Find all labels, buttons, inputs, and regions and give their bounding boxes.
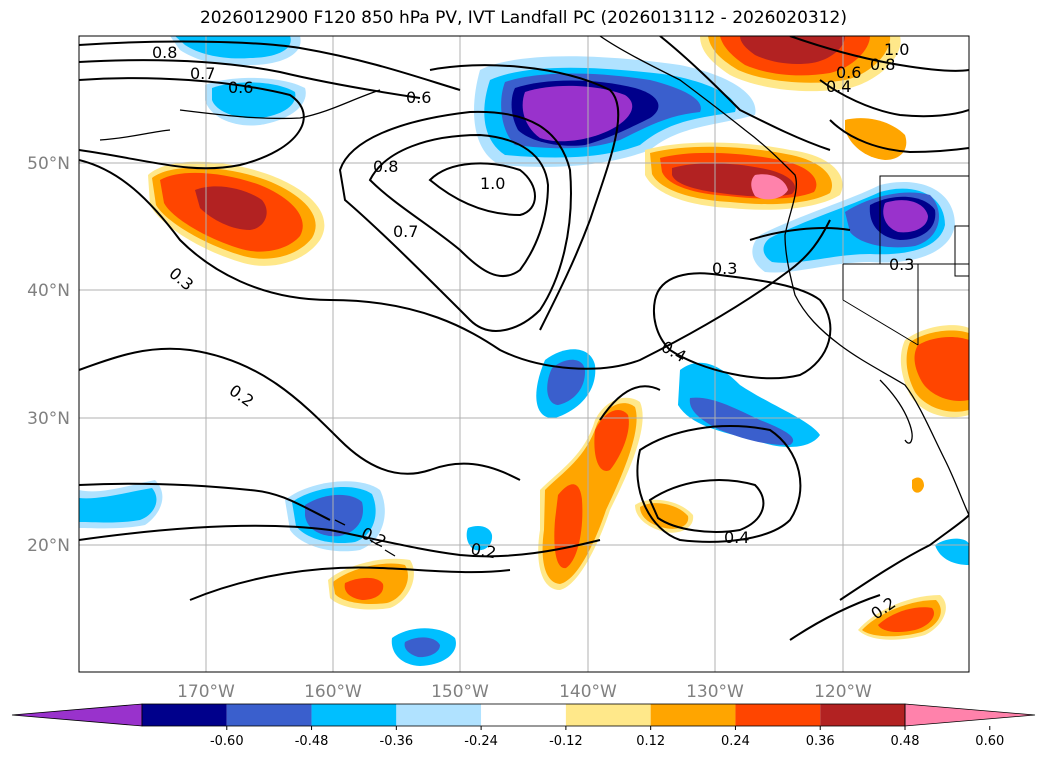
colorbar-segment — [481, 704, 566, 726]
colorbar-tick-label: -0.36 — [380, 734, 414, 749]
longitude-labels: 170°W 160°W 150°W 140°W 130°W 120°W — [177, 682, 872, 702]
colorbar-tick-label: 0.48 — [891, 734, 920, 749]
colorbar-segment — [565, 704, 651, 726]
map-title: 2026012900 F120 850 hPa PV, IVT Landfall… — [199, 8, 847, 28]
lat-label: 50°N — [27, 154, 70, 174]
colorbar-segment — [396, 704, 482, 726]
colorbar-segment — [820, 704, 905, 726]
contour-label: 0.2 — [469, 539, 497, 562]
lat-label: 30°N — [27, 409, 70, 429]
colorbar-segment — [226, 704, 312, 726]
lon-label: 140°W — [559, 682, 617, 702]
colorbar-segment — [311, 704, 397, 726]
contour-label: 0.6 — [228, 78, 253, 97]
colorbar-segment — [142, 704, 227, 726]
contour-label: 0.4 — [724, 528, 749, 547]
colorbar-outline — [141, 703, 906, 727]
contour-label: 0.8 — [870, 55, 895, 74]
contour-label: 0.6 — [406, 88, 431, 107]
colorbar-tick-label: -0.48 — [295, 734, 329, 749]
contour-label: 0.4 — [826, 77, 851, 96]
colorbar-tick-label: -0.24 — [464, 734, 498, 749]
contour-label: 0.8 — [152, 43, 177, 62]
contour-label: 0.3 — [889, 255, 914, 274]
graticule — [79, 36, 969, 672]
contour-label: 0.6 — [836, 63, 861, 82]
lon-label: 170°W — [177, 682, 235, 702]
contour-label: 1.0 — [480, 174, 505, 193]
colorbar-tick-label: -0.60 — [210, 734, 244, 749]
colorbar-extend-max — [904, 703, 1036, 727]
pv-contours — [79, 36, 969, 641]
coastlines — [99, 36, 969, 557]
lon-label: 150°W — [431, 682, 489, 702]
contour-label: 0.7 — [393, 222, 418, 241]
region-boxes — [842, 175, 969, 346]
colorbar-tick-label: 0.24 — [721, 734, 750, 749]
colorbar-tick-label: 0.12 — [636, 734, 665, 749]
map-frame — [78, 35, 970, 673]
colorbar: -0.60 -0.48 -0.36 -0.24 -0.12 0.12 0.24 0.36 0.4… — [11, 703, 1036, 749]
contour-label: 1.0 — [884, 40, 909, 59]
lat-label: 40°N — [27, 281, 70, 301]
lon-label: 160°W — [304, 682, 362, 702]
lon-label: 130°W — [686, 682, 744, 702]
colorbar-segment — [735, 704, 821, 726]
neg-anomaly-goa-5 — [522, 85, 633, 142]
contour-label: 0.7 — [190, 64, 215, 83]
colorbar-tick-label: -0.12 — [549, 734, 583, 749]
lat-label: 20°N — [27, 536, 70, 556]
contour-label: 0.8 — [373, 157, 398, 176]
colorbar-extend-min — [11, 703, 143, 727]
lon-label: 120°W — [814, 682, 872, 702]
latitude-labels: 50°N 40°N 30°N 20°N — [27, 154, 70, 556]
colorbar-tick-label: 0.36 — [806, 734, 835, 749]
colorbar-tick-label: 0.60 — [975, 734, 1004, 749]
contour-label: 0.3 — [712, 259, 737, 278]
colorbar-segment — [650, 704, 736, 726]
